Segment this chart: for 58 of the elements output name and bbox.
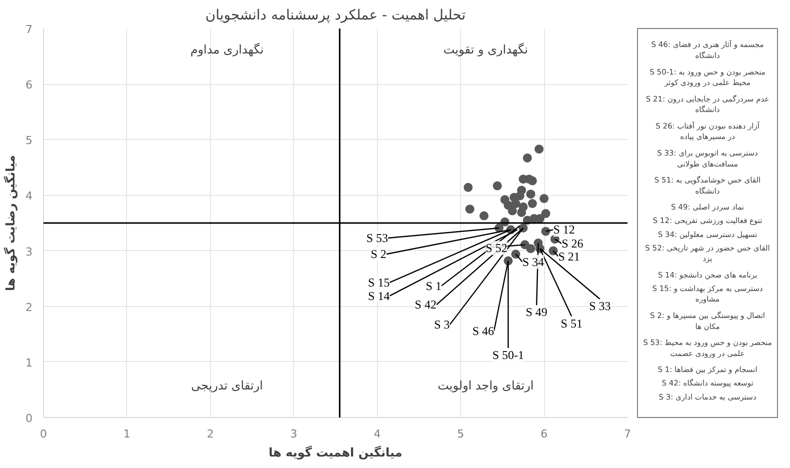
point (541, 226, 550, 236)
x-tick-label: 6 (540, 428, 548, 440)
annotation: ارتقای تدریجی (191, 378, 264, 392)
x-tick-label: 1 (123, 428, 130, 440)
chart-title: تحلیل اهمیت - عملکرد پرسشنامه دانشجویان (205, 8, 466, 24)
x-tick-label: 7 (624, 428, 631, 440)
point (528, 176, 537, 186)
y-tick-label: 6 (26, 78, 32, 92)
annotation: نگهداری مداوم (190, 42, 264, 56)
y-axis-title: میانگین رضایت گویه ها (4, 155, 18, 291)
x-axis-title: میانگین اهمیت گویه ها (268, 446, 402, 460)
point (517, 208, 526, 217)
point (541, 209, 550, 218)
x-tick-label: 5 (457, 428, 464, 440)
annotation: S 15 (368, 275, 390, 290)
annotation: S 3 (434, 318, 450, 332)
y-tick-label: 5 (26, 134, 32, 148)
annotation: ارتقای واجد اولویت (438, 378, 534, 392)
point (511, 250, 520, 259)
point (526, 244, 536, 254)
annotation: نگهداری و تقویت (443, 42, 528, 56)
annotation: S 33 (589, 299, 611, 314)
point (480, 211, 489, 220)
annotation: S 2 (370, 247, 386, 262)
point (528, 199, 537, 208)
x-tick-label: 3 (290, 428, 298, 440)
y-tick-label: 0 (26, 412, 32, 425)
annotation: S 42 (414, 298, 436, 312)
annotation: S 21 (558, 249, 580, 264)
point (508, 206, 517, 216)
annotation: S 26 (562, 236, 584, 251)
x-tick-label: 2 (206, 428, 214, 440)
x-tick-label: 0 (40, 428, 47, 440)
annotation: S 51 (560, 316, 582, 330)
annotation: S 46 (472, 324, 494, 338)
point (540, 194, 549, 204)
point (534, 144, 544, 154)
point (492, 181, 502, 190)
annotation: S 49 (526, 305, 548, 320)
point (465, 204, 474, 214)
annotation: S 12 (553, 222, 575, 237)
y-tick-label: 1 (26, 356, 32, 370)
point (515, 191, 524, 200)
annotation: S 53 (366, 231, 388, 246)
annotation: S 14 (368, 288, 390, 303)
point (464, 182, 473, 192)
annotation: S 50-1 (492, 348, 524, 362)
annotation: S 52 (486, 241, 508, 256)
point (511, 199, 520, 208)
point (526, 190, 536, 199)
y-tick-label: 3 (26, 245, 32, 258)
annotation: S 1 (426, 278, 442, 293)
y-tick-label: 7 (26, 23, 32, 36)
y-tick-label: 2 (26, 300, 32, 314)
x-tick-label: 4 (374, 428, 381, 440)
point (522, 153, 532, 162)
y-tick-label: 4 (26, 190, 32, 203)
annotation: S 34 (522, 254, 544, 269)
